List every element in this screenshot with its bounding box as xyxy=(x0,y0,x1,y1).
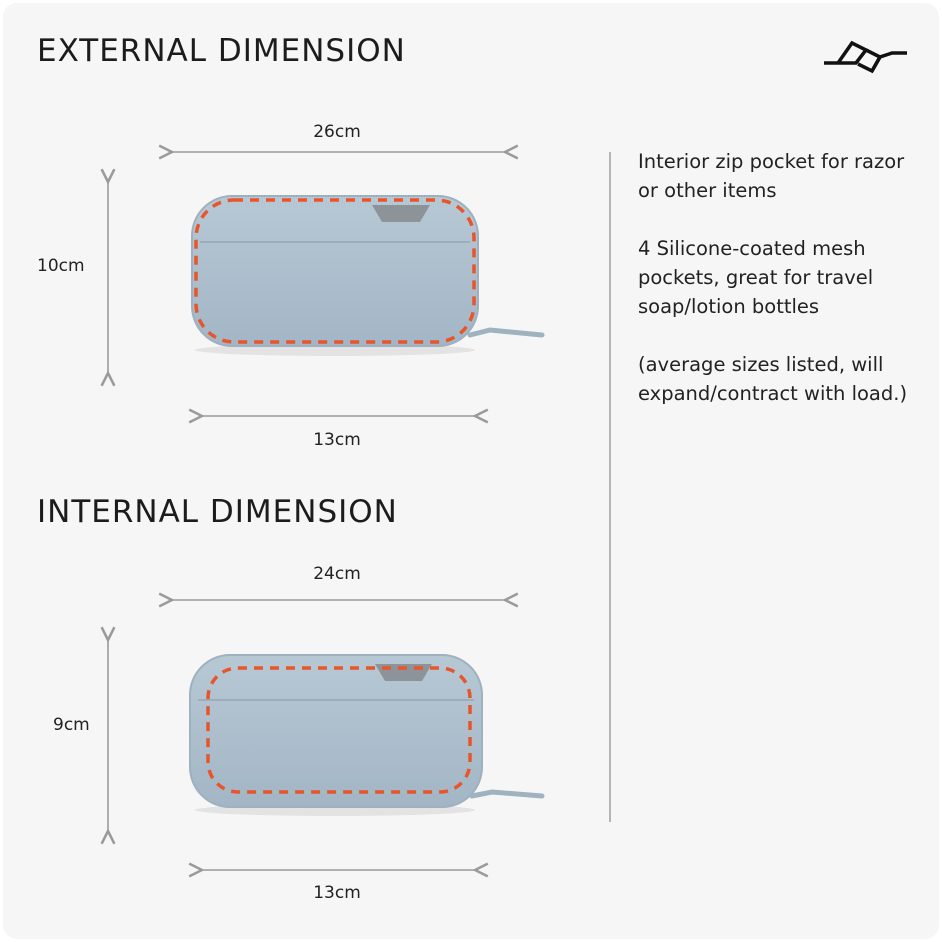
external-dimension-heading: EXTERNAL DIMENSION xyxy=(37,33,406,69)
internal-dimension-heading: INTERNAL DIMENSION xyxy=(37,494,398,530)
external-width-label: 26cm xyxy=(313,122,361,142)
internal-bag-image xyxy=(189,654,545,816)
external-height-label: 10cm xyxy=(37,256,85,276)
external-outline-dash xyxy=(194,198,476,344)
internal-width-label: 24cm xyxy=(313,564,361,584)
feature-list: Interior zip pocket for razor or other i… xyxy=(638,147,908,437)
peak-design-logo-icon xyxy=(824,40,907,74)
feature-size-note: (average sizes listed, will expand/contr… xyxy=(638,353,908,405)
external-depth-label: 13cm xyxy=(313,430,361,450)
internal-outline-dash xyxy=(206,666,472,794)
feature-mesh-pockets: 4 Silicone-coated mesh pockets, great fo… xyxy=(638,237,874,318)
internal-height-label: 9cm xyxy=(53,715,90,735)
internal-depth-label: 13cm xyxy=(313,883,361,903)
feature-zip-pocket: Interior zip pocket for razor or other i… xyxy=(638,150,905,202)
external-bag-image xyxy=(191,195,545,356)
